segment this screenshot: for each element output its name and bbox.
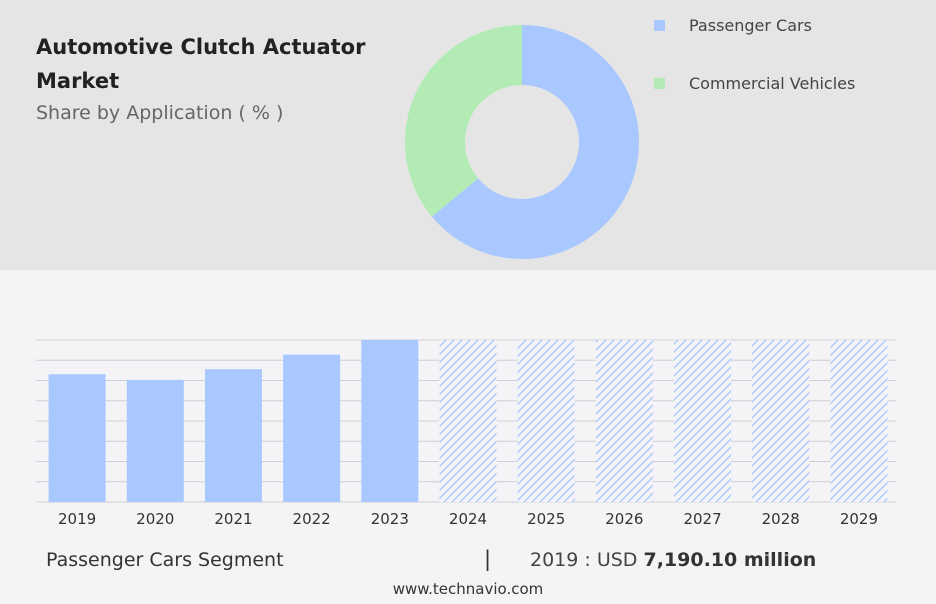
- legend-swatch-passenger-cars: [654, 19, 665, 31]
- x-tick-label-2028: 2028: [762, 510, 800, 528]
- segment-value: 2019 : USD 7,190.10 million: [530, 549, 816, 571]
- bar-2022: [283, 354, 341, 502]
- legend-label-passenger-cars: Passenger Cars: [689, 15, 812, 35]
- legend: Passenger Cars Commercial Vehicles: [654, 12, 855, 128]
- segment-label: Passenger Cars Segment: [46, 549, 284, 571]
- x-tick-label-2020: 2020: [136, 510, 174, 528]
- x-tick-label-2027: 2027: [683, 510, 721, 528]
- x-tick-label-2023: 2023: [371, 510, 409, 528]
- segment-value-prefix: 2019 : USD: [530, 549, 638, 571]
- chart-title: Automotive Clutch Actuator Market: [36, 35, 366, 93]
- forecast-bar-2027: [674, 340, 732, 502]
- legend-item-commercial-vehicles: Commercial Vehicles: [654, 70, 855, 96]
- donut-slice-commercial-vehicles: [404, 25, 522, 217]
- forecast-bar-2028: [752, 340, 810, 502]
- chart-subtitle: Share by Application ( % ): [36, 102, 284, 124]
- footer-separator: |: [484, 547, 492, 571]
- legend-label-commercial-vehicles: Commercial Vehicles: [689, 73, 856, 93]
- bar-2023: [361, 340, 419, 502]
- x-tick-label-2025: 2025: [527, 510, 565, 528]
- site-link[interactable]: www.technavio.com: [392, 580, 544, 598]
- bar-2019: [48, 374, 106, 502]
- forecast-bar-2029: [830, 340, 888, 502]
- forecast-bar-2025: [517, 340, 575, 502]
- bar-2020: [126, 379, 184, 502]
- x-tick-label-2022: 2022: [293, 510, 331, 528]
- donut-slice-passenger-cars: [431, 25, 639, 259]
- forecast-bar-2024: [439, 340, 497, 502]
- x-tick-label-2026: 2026: [605, 510, 643, 528]
- x-tick-label-2021: 2021: [214, 510, 252, 528]
- forecast-bar-2026: [595, 340, 653, 502]
- segment-value-amount: 7,190.10 million: [643, 549, 817, 571]
- x-tick-label-2029: 2029: [840, 510, 878, 528]
- legend-swatch-commercial-vehicles: [654, 77, 665, 89]
- x-tick-label-2024: 2024: [449, 510, 487, 528]
- bar-chart: 2019 2020 2021 2022 2023 2024 2025 2026 2027 2028…: [36, 339, 896, 528]
- donut-chart: [404, 25, 639, 259]
- legend-item-passenger-cars: Passenger Cars: [654, 12, 855, 38]
- x-tick-label-2019: 2019: [58, 510, 96, 528]
- bar-2021: [204, 369, 262, 502]
